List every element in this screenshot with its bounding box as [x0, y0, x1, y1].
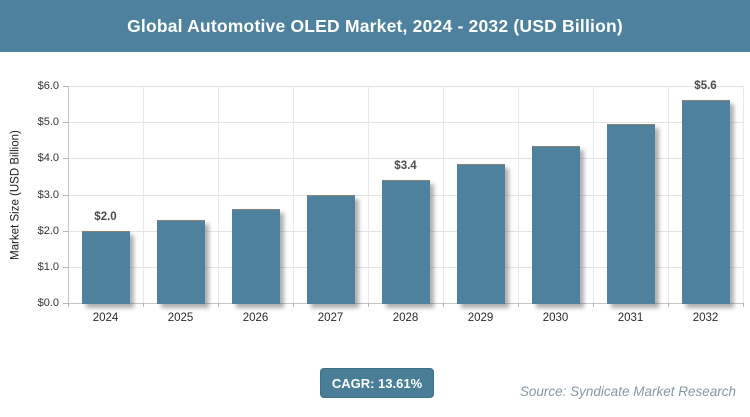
- x-tick-mark: [293, 303, 294, 307]
- bar-2031: [606, 123, 655, 304]
- x-tick-mark: [368, 303, 369, 307]
- bar-2029: [456, 163, 505, 304]
- x-tick-mark: [593, 303, 594, 307]
- x-gridline: [293, 86, 294, 303]
- bar-2028: [381, 180, 430, 304]
- x-gridline: [668, 86, 669, 303]
- x-gridline: [743, 86, 744, 303]
- cagr-badge: CAGR: 13.61%: [320, 368, 434, 398]
- y-tick-label: $4.0: [37, 152, 59, 165]
- y-gridline: [68, 158, 743, 160]
- bar-2030: [531, 145, 580, 304]
- y-tick-label: $1.0: [37, 260, 59, 273]
- x-tick-mark: [668, 303, 669, 307]
- title-banner: Global Automotive OLED Market, 2024 - 20…: [0, 0, 750, 52]
- bar-value-label: $2.0: [94, 210, 117, 223]
- bar-value-label: $5.6: [694, 80, 717, 93]
- y-tick-mark: [63, 266, 68, 268]
- x-gridline: [368, 86, 369, 303]
- y-tick-mark: [63, 303, 68, 304]
- y-tick-label: $6.0: [37, 80, 59, 92]
- x-gridline: [518, 86, 519, 303]
- bar-chart-plot-area: $0.0 $1.0 $2.0 $3.0 $4.0 $5.0 $6.0 $2.0 2024 2025…: [37, 80, 744, 324]
- y-gridline: [68, 86, 743, 87]
- y-tick-mark: [63, 86, 68, 87]
- y-gridline: [68, 122, 743, 124]
- y-tick-label: $2.0: [37, 224, 59, 237]
- y-tick-mark: [63, 194, 68, 196]
- x-tick-mark: [218, 303, 219, 307]
- bar-2024: [81, 230, 130, 304]
- x-tick-mark: [68, 303, 69, 307]
- source-credit: Source: Syndicate Market Research: [519, 384, 736, 399]
- bar-2025: [156, 219, 205, 304]
- y-tick-mark: [63, 230, 68, 232]
- cagr-label: CAGR: 13.61%: [331, 375, 423, 391]
- x-gridline: [218, 86, 219, 303]
- x-tick-label: 2029: [467, 312, 494, 324]
- y-tick-label: $3.0: [37, 188, 59, 201]
- x-tick-mark: [518, 303, 519, 307]
- chart-title: Global Automotive OLED Market, 2024 - 20…: [127, 15, 623, 36]
- y-axis-line: [68, 86, 69, 303]
- x-tick-label: 2032: [692, 312, 719, 324]
- x-tick-label: 2028: [392, 312, 419, 324]
- x-gridline: [593, 86, 594, 303]
- y-tick-mark: [63, 158, 68, 160]
- x-tick-label: 2026: [242, 312, 269, 324]
- bar-2026: [231, 208, 280, 304]
- y-tick-mark: [63, 122, 68, 124]
- x-tick-label: 2030: [542, 312, 569, 324]
- x-tick-mark: [743, 303, 744, 307]
- bar-2032: [681, 100, 730, 304]
- x-tick-label: 2027: [317, 312, 344, 324]
- x-gridline: [443, 86, 444, 303]
- x-tick-label: 2025: [167, 312, 194, 324]
- x-tick-label: 2024: [92, 312, 119, 324]
- y-tick-label: $0.0: [37, 297, 59, 309]
- bar-value-label: $3.4: [394, 160, 417, 173]
- bar-2027: [306, 194, 355, 304]
- y-tick-label: $5.0: [37, 116, 59, 129]
- x-tick-label: 2031: [617, 312, 644, 324]
- x-tick-mark: [443, 303, 444, 307]
- x-gridline: [143, 86, 144, 303]
- x-tick-mark: [143, 303, 144, 307]
